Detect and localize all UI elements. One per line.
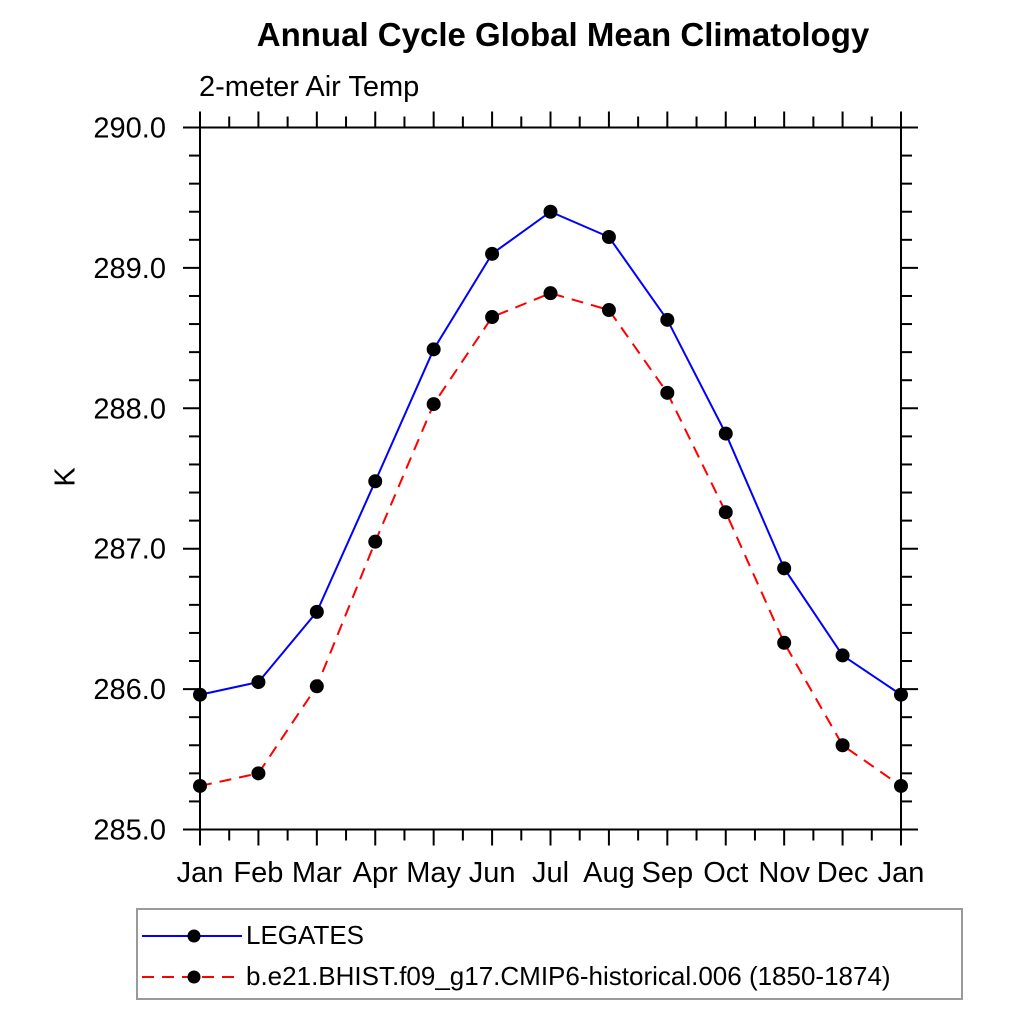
data-point-marker-1-0	[193, 778, 207, 793]
data-point-marker-0-12	[894, 687, 908, 702]
x-tick-label: Jun	[469, 857, 516, 889]
legend-label-model: b.e21.BHIST.f09_g17.CMIP6-historical.006…	[246, 961, 891, 991]
legend-label-legates: LEGATES	[246, 920, 365, 950]
data-point-marker-0-9	[718, 426, 733, 441]
x-tick-label: Feb	[233, 857, 283, 889]
data-point-marker-0-0	[193, 687, 207, 702]
data-point-marker-1-4	[426, 397, 441, 412]
data-point-marker-1-9	[718, 505, 733, 520]
data-point-marker-0-2	[309, 604, 324, 619]
y-tick-label: 286.0	[93, 674, 166, 706]
data-point-marker-1-7	[601, 303, 616, 318]
chart-title: Annual Cycle Global Mean Climatology	[256, 16, 870, 53]
legend: LEGATES b.e21.BHIST.f09_g17.CMIP6-histor…	[136, 908, 963, 1000]
x-tick-label: Mar	[292, 857, 342, 889]
data-point-marker-1-8	[660, 385, 675, 400]
y-tick-label: 287.0	[93, 534, 166, 566]
x-tick-label: Aug	[583, 857, 635, 889]
y-tick-label: 290.0	[93, 113, 166, 145]
data-point-marker-1-5	[485, 310, 500, 325]
x-tick-label: Jan	[177, 857, 224, 889]
data-point-marker-0-7	[601, 230, 616, 245]
y-tick-label: 285.0	[93, 815, 166, 847]
data-point-marker-1-10	[777, 635, 792, 650]
x-tick-label: Jul	[532, 857, 569, 889]
legend-item-legates: LEGATES	[138, 915, 961, 956]
data-point-marker-0-8	[660, 312, 675, 327]
x-tick-label: May	[406, 857, 461, 889]
legend-item-model: b.e21.BHIST.f09_g17.CMIP6-historical.006…	[138, 956, 961, 997]
data-point-marker-0-11	[835, 648, 850, 663]
data-point-marker-1-12	[894, 778, 908, 793]
data-point-marker-1-11	[835, 738, 850, 753]
y-tick-label: 289.0	[93, 253, 166, 285]
series-line-0	[199, 210, 902, 696]
legend-marker-dot-icon	[187, 970, 201, 983]
data-point-marker-0-10	[777, 561, 792, 576]
data-point-marker-0-5	[485, 246, 500, 261]
data-point-marker-0-4	[426, 342, 441, 357]
legend-line-sample-dashed	[142, 970, 242, 983]
chart-subtitle: 2-meter Air Temp	[199, 71, 420, 103]
x-tick-label: Dec	[817, 857, 869, 889]
x-tick-label: Nov	[758, 857, 810, 889]
y-tick-label: 288.0	[93, 393, 166, 425]
data-point-marker-1-2	[309, 679, 324, 694]
data-point-marker-1-6	[543, 286, 558, 301]
series-line-1	[199, 292, 902, 787]
plot-frame	[199, 126, 902, 831]
x-tick-label: Sep	[642, 857, 694, 889]
x-tick-label: Jan	[878, 857, 925, 889]
legend-marker-dot-icon	[187, 929, 201, 942]
data-point-marker-0-1	[251, 675, 266, 690]
legend-line-sample-solid	[142, 929, 242, 942]
x-tick-label: Oct	[703, 857, 748, 889]
data-point-marker-1-3	[368, 534, 383, 549]
data-point-marker-1-1	[251, 766, 266, 781]
x-tick-label: Apr	[353, 857, 398, 889]
data-point-marker-0-3	[368, 474, 383, 489]
data-point-marker-0-6	[543, 204, 558, 219]
